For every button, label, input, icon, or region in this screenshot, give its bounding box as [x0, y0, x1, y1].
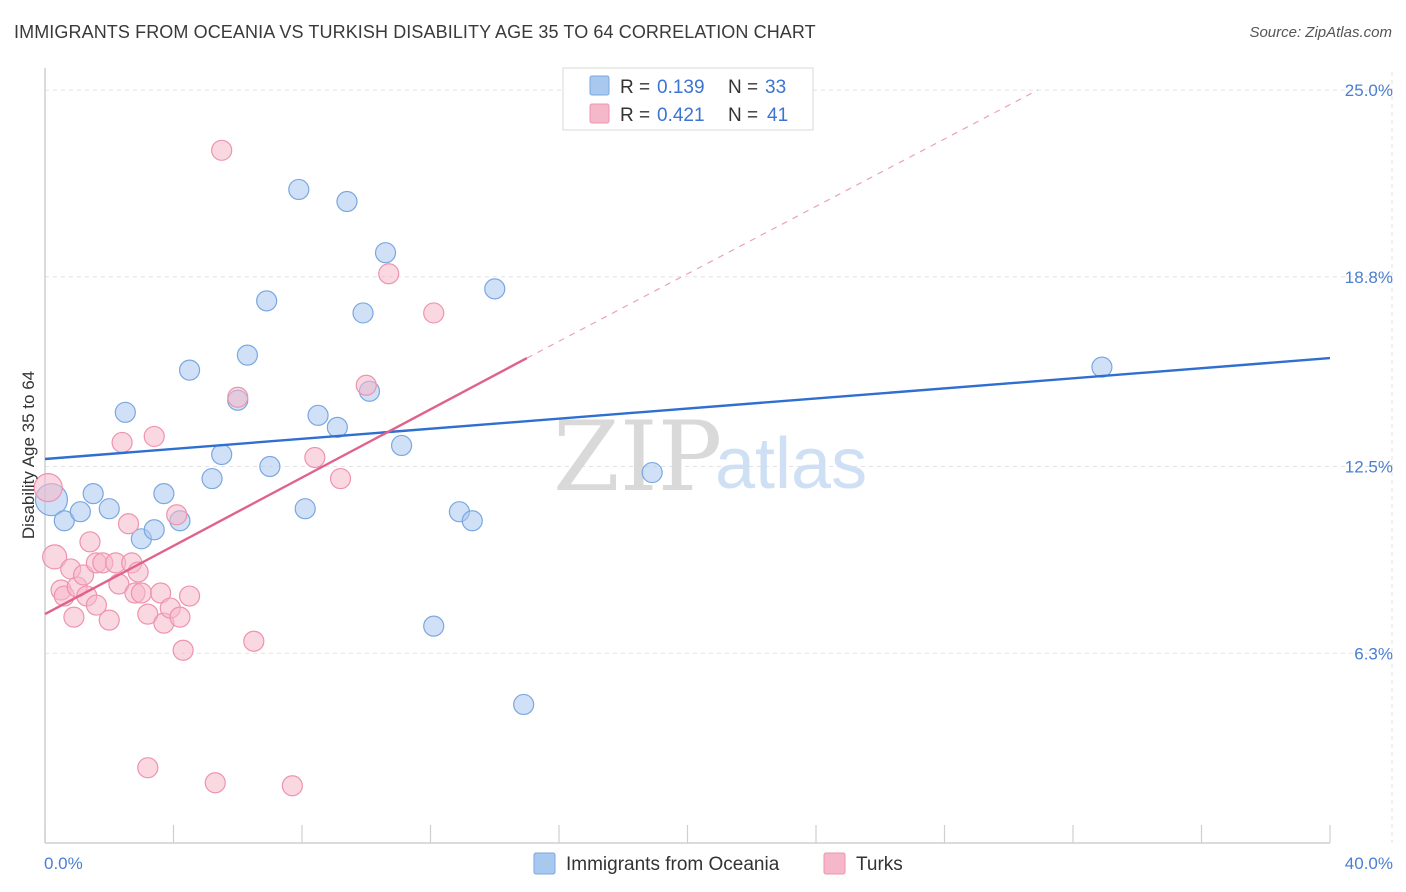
legend-n-value-oceania: 33	[765, 77, 786, 98]
chart-title: IMMIGRANTS FROM OCEANIA VS TURKISH DISAB…	[14, 22, 816, 42]
point-oceania	[82, 483, 104, 505]
point-turks	[33, 473, 63, 503]
trend-lines	[44, 89, 1331, 616]
point-turks	[166, 504, 188, 526]
point-turks	[42, 544, 68, 570]
point-oceania	[641, 461, 663, 484]
point-turks	[143, 425, 165, 448]
point-turks	[130, 582, 152, 604]
source-label: Source: ZipAtlas.com	[1249, 24, 1392, 41]
point-oceania	[201, 467, 223, 490]
axes	[44, 68, 1331, 844]
y-tick-label: 18.8%	[1345, 268, 1393, 287]
legend-swatch-turks	[589, 103, 610, 124]
point-turks	[150, 582, 172, 604]
point-turks	[137, 603, 159, 625]
point-turks	[227, 386, 249, 408]
point-turks	[137, 757, 159, 779]
point-turks	[211, 139, 233, 161]
watermark-zip: ZIP	[553, 401, 722, 513]
point-turks	[79, 531, 101, 553]
point-oceania	[374, 242, 397, 264]
point-oceania	[53, 510, 75, 532]
point-turks	[423, 302, 445, 324]
y-tick-label: 6.3%	[1354, 644, 1393, 663]
point-oceania	[513, 693, 535, 716]
point-oceania	[423, 615, 445, 637]
legend-n-label-oceania: N =	[728, 77, 758, 98]
point-turks	[378, 263, 400, 285]
bottom-legend-swatch-turks	[823, 852, 846, 875]
legend-r-value-oceania: 0.139	[657, 77, 705, 98]
point-turks	[111, 431, 133, 454]
data-points	[33, 139, 1113, 797]
point-oceania	[390, 434, 413, 457]
point-oceania	[288, 178, 310, 201]
x-tick-labels: 0.0% 40.0%	[44, 854, 1393, 873]
point-oceania	[259, 455, 281, 478]
legend-n-value-turks: 41	[767, 105, 788, 126]
point-oceania	[153, 483, 175, 505]
point-oceania	[69, 501, 91, 523]
point-oceania	[307, 404, 329, 426]
y-tick-labels: 6.3% 12.5% 18.8% 25.0%	[1345, 81, 1393, 663]
legend-n-label-turks: N =	[728, 105, 758, 126]
point-turks	[304, 446, 326, 469]
bottom-legend-label-oceania: Immigrants from Oceania	[566, 854, 780, 875]
y-axis-label: Disability Age 35 to 64	[19, 371, 38, 539]
y-tick-label: 25.0%	[1345, 81, 1393, 100]
point-turks	[117, 513, 140, 535]
point-oceania	[461, 510, 483, 532]
trend-line-oceania	[44, 356, 1331, 461]
point-oceania	[143, 519, 165, 541]
point-oceania	[98, 498, 120, 520]
point-turks	[172, 639, 194, 661]
trend-line-dashed-turks	[526, 89, 1038, 359]
x-tick-label-max: 40.0%	[1345, 854, 1393, 873]
bottom-legend: Immigrants from Oceania Turks	[533, 852, 903, 875]
point-oceania	[114, 401, 136, 423]
point-oceania	[294, 498, 316, 520]
point-oceania	[352, 302, 374, 324]
point-turks	[98, 609, 120, 631]
point-turks	[85, 594, 108, 616]
point-turks	[281, 775, 303, 797]
point-turks	[243, 630, 265, 652]
y-tick-label: 12.5%	[1345, 458, 1393, 477]
bottom-legend-swatch-oceania	[533, 852, 556, 875]
point-oceania	[211, 443, 233, 466]
point-oceania	[178, 359, 201, 381]
point-turks	[329, 467, 352, 490]
point-oceania	[336, 190, 358, 213]
point-turks	[355, 374, 377, 396]
legend: R = 0.139 N = 33 R = 0.421 N = 41	[562, 67, 814, 131]
watermark-atlas: atlas	[715, 424, 867, 504]
trend-line-turks	[44, 357, 528, 616]
point-turks	[204, 772, 226, 794]
legend-r-label-turks: R =	[620, 105, 650, 126]
legend-r-value-turks: 0.421	[657, 105, 705, 126]
legend-r-label-oceania: R =	[620, 77, 650, 98]
bottom-legend-label-turks: Turks	[856, 854, 903, 875]
point-turks	[63, 606, 85, 628]
point-turks	[169, 606, 191, 628]
point-oceania	[326, 416, 348, 438]
point-oceania	[236, 344, 258, 366]
point-oceania	[256, 290, 278, 312]
point-oceania	[1091, 356, 1113, 378]
legend-swatch-oceania	[589, 75, 610, 96]
x-tick-label-min: 0.0%	[44, 854, 83, 873]
point-turks	[178, 585, 201, 607]
point-oceania	[484, 278, 506, 300]
watermark: ZIP atlas	[553, 401, 867, 513]
